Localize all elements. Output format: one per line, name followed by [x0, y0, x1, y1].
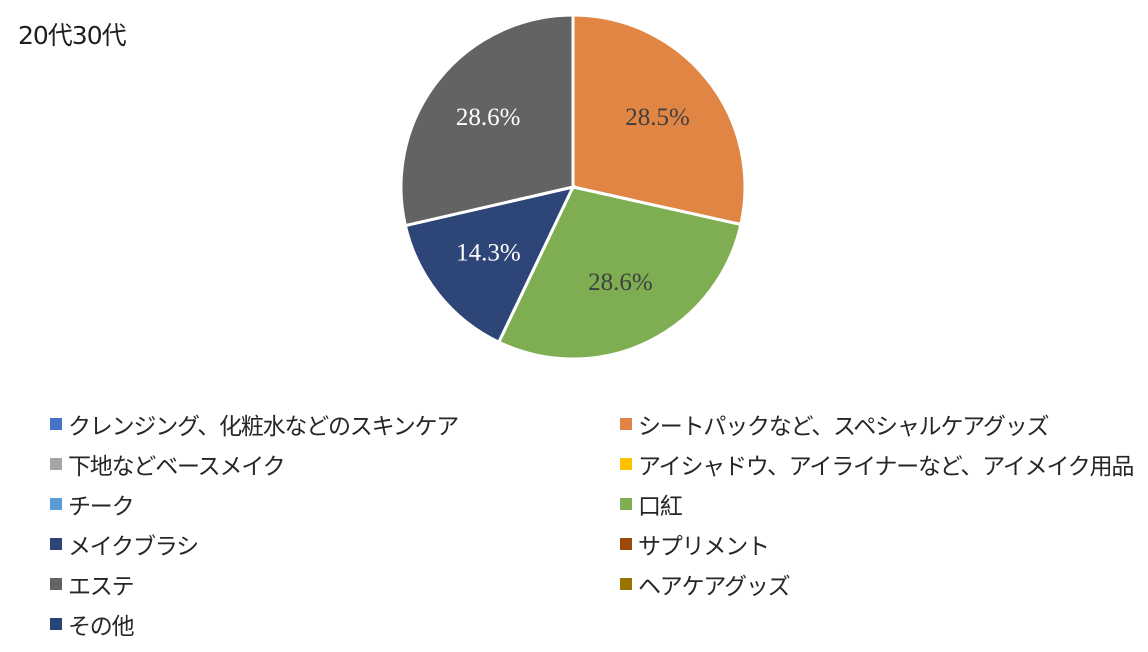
- legend-swatch: [620, 498, 632, 510]
- legend-item: 下地などベースメイク: [50, 444, 620, 484]
- legend-item: チーク: [50, 484, 620, 524]
- legend-swatch: [50, 618, 62, 630]
- legend-label: その他: [68, 614, 135, 640]
- legend-label: シートパックなど、スペシャルケアグッズ: [638, 414, 1049, 440]
- legend-swatch: [50, 538, 62, 550]
- legend-swatch: [50, 418, 62, 430]
- legend-label: チーク: [68, 494, 135, 520]
- legend-label: アイシャドウ、アイライナーなど、アイメイク用品: [638, 454, 1134, 480]
- chart-title: 20代30代: [18, 21, 127, 50]
- data-label-6: 28.6%: [588, 269, 653, 296]
- pie-slice-7: [403, 184, 576, 345]
- legend-item: クレンジング、化粧水などのスキンケア: [50, 404, 620, 444]
- legend-swatch: [620, 578, 632, 590]
- pie-chart: 28.5% 28.6% 14.3% 28.6%: [399, 13, 747, 361]
- legend-swatch: [50, 498, 62, 510]
- data-label-9: 28.6%: [456, 104, 521, 131]
- legend-item: メイクブラシ: [50, 524, 620, 564]
- legend-item: シートパックなど、スペシャルケアグッズ: [620, 404, 1140, 444]
- legend-label: 口紅: [638, 494, 683, 520]
- pie-slice-2: [571, 13, 747, 227]
- legend-swatch: [620, 458, 632, 470]
- legend-label: メイクブラシ: [68, 534, 199, 560]
- legend-label: クレンジング、化粧水などのスキンケア: [68, 414, 459, 440]
- pie-slice-9: [399, 13, 575, 228]
- legend-swatch: [50, 458, 62, 470]
- legend-item: 口紅: [620, 484, 1140, 524]
- chart-legend: クレンジング、化粧水などのスキンケア シートパックなど、スペシャルケアグッズ下地な…: [50, 404, 1140, 644]
- legend-swatch: [620, 418, 632, 430]
- legend-swatch: [50, 578, 62, 590]
- legend-item: ヘアケアグッズ: [620, 564, 1140, 604]
- legend-label: 下地などベースメイク: [68, 454, 286, 480]
- legend-label: エステ: [68, 574, 135, 600]
- legend-item: その他: [50, 604, 620, 644]
- legend-label: ヘアケアグッズ: [638, 574, 791, 600]
- legend-swatch: [620, 538, 632, 550]
- data-label-2: 28.5%: [625, 104, 690, 131]
- legend-item: サプリメント: [620, 524, 1140, 564]
- data-label-7: 14.3%: [456, 239, 521, 266]
- pie-slice-6: [496, 185, 743, 361]
- legend-item: エステ: [50, 564, 620, 604]
- legend-label: サプリメント: [638, 534, 770, 560]
- legend-item: アイシャドウ、アイライナーなど、アイメイク用品: [620, 444, 1140, 484]
